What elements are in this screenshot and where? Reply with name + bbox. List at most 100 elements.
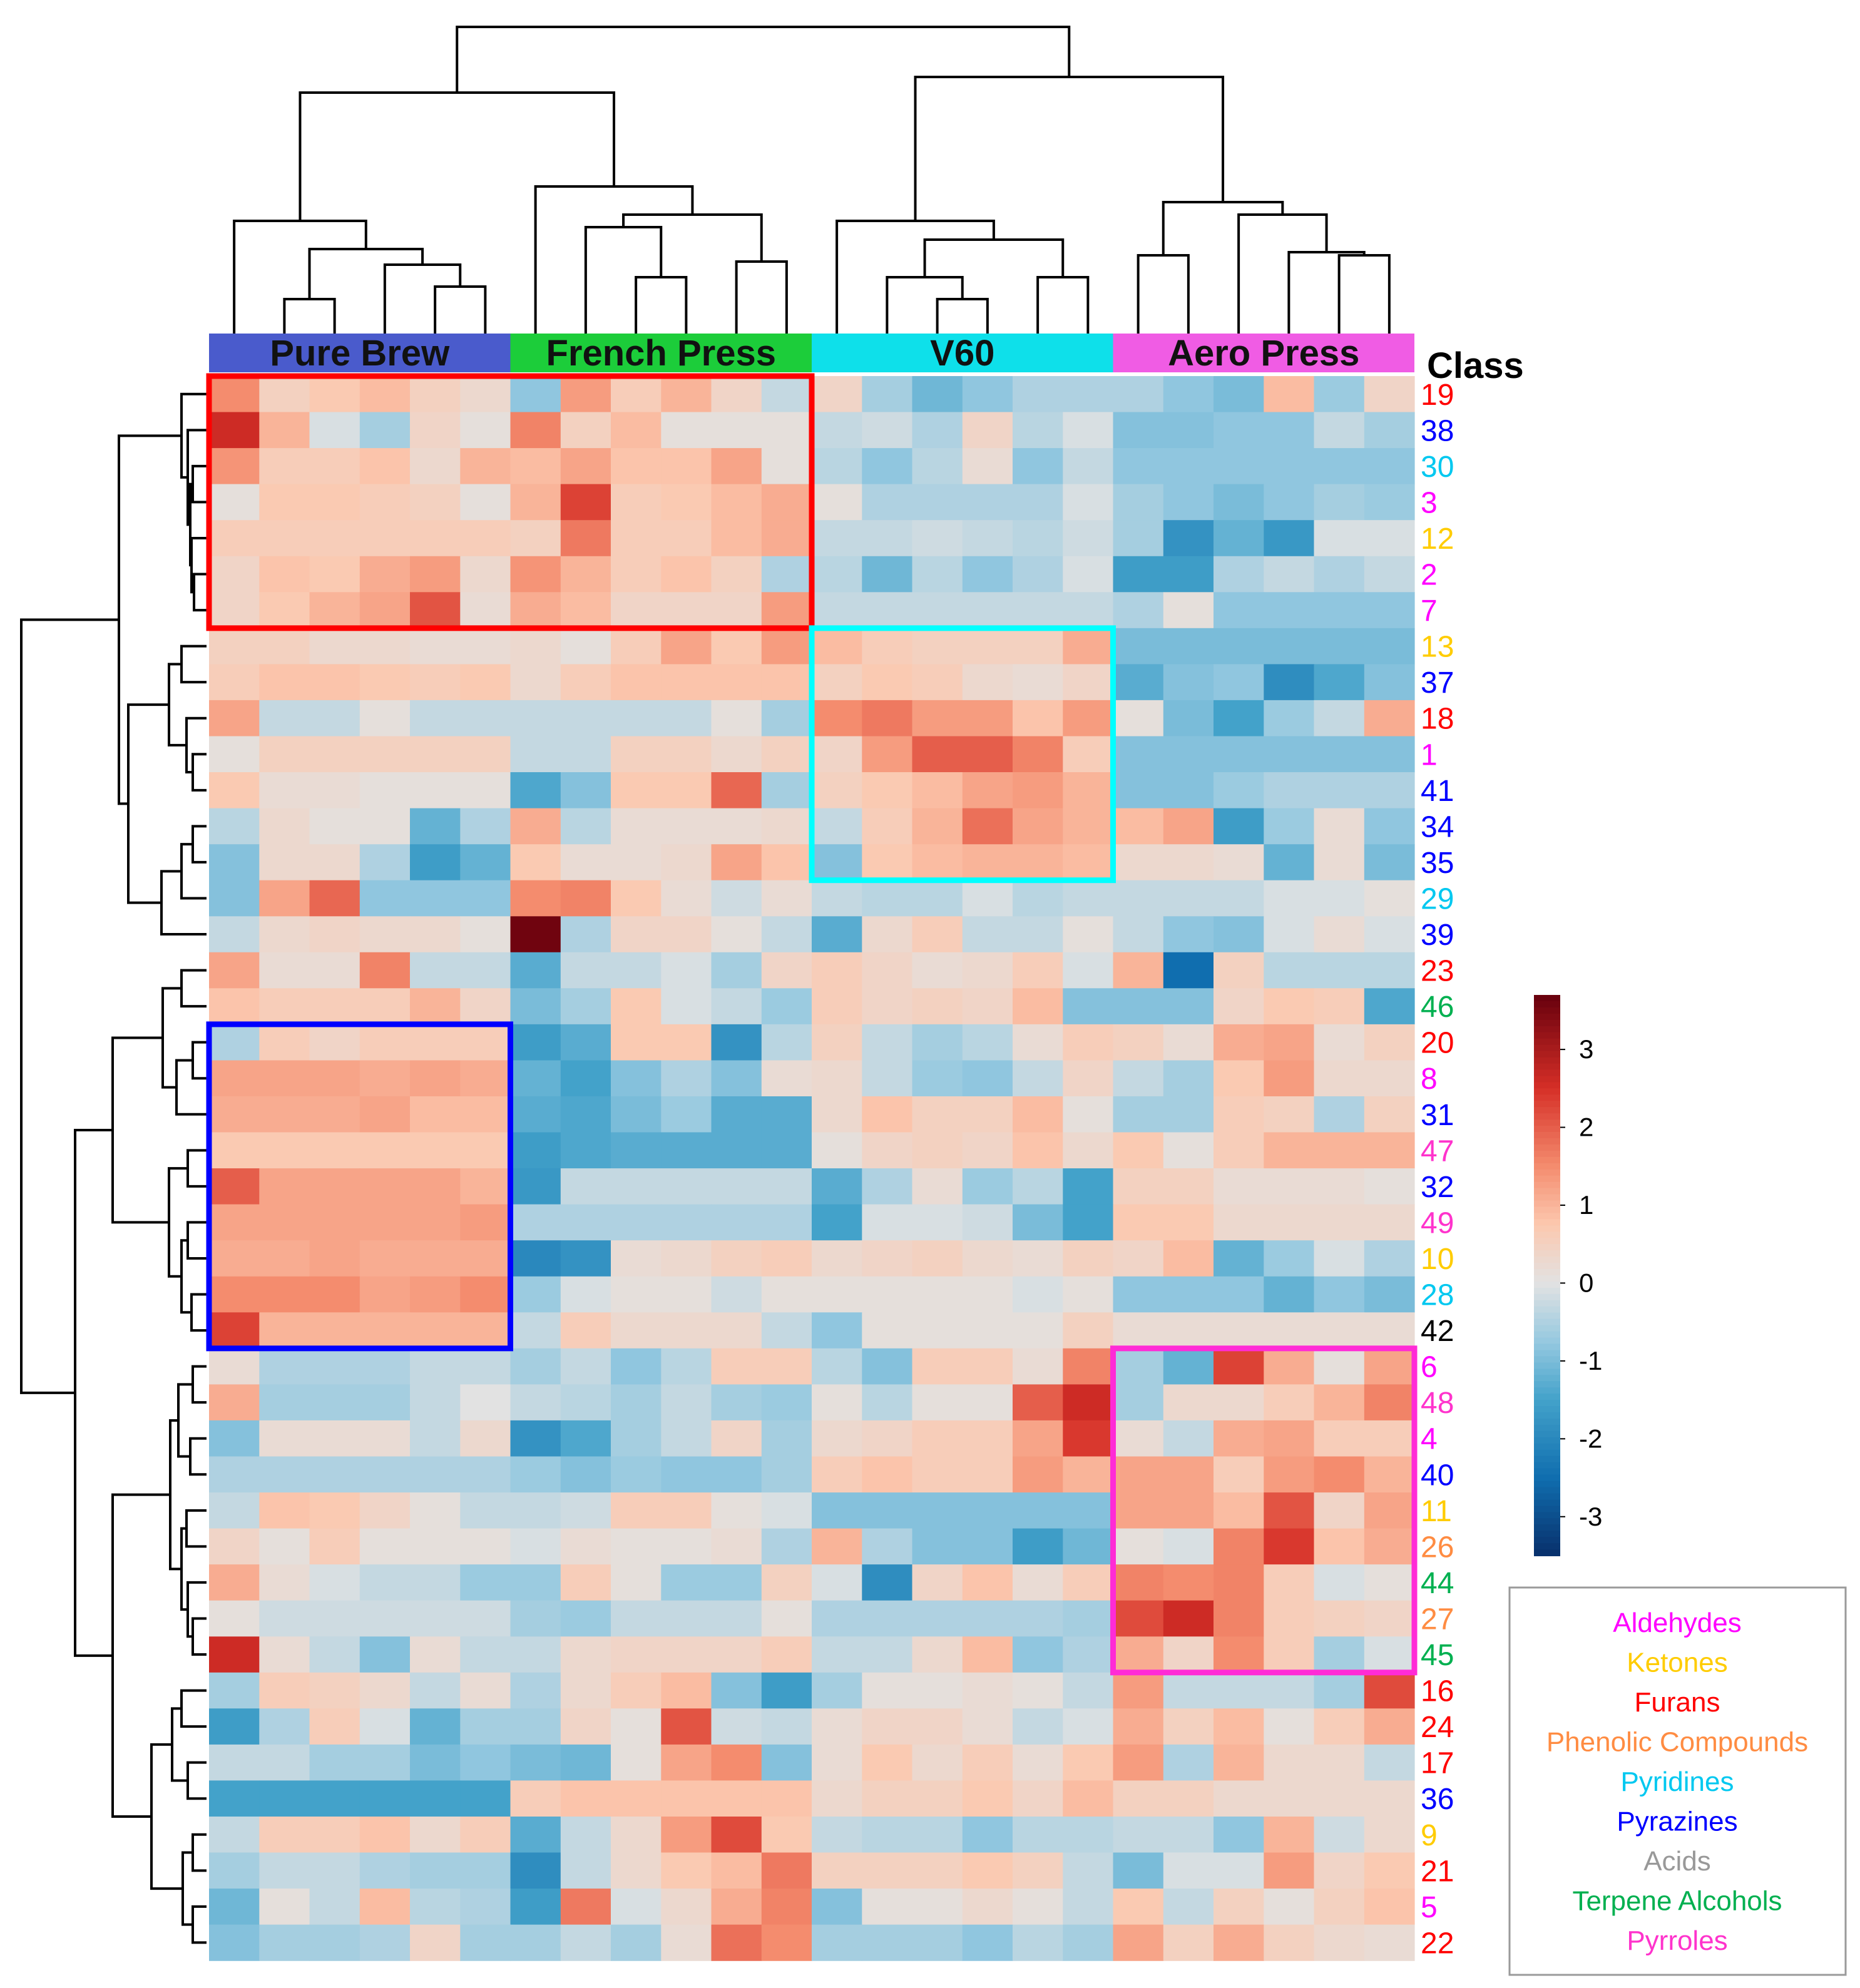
heatmap-cell — [661, 1636, 712, 1673]
heatmap-cell — [410, 1312, 461, 1349]
heatmap-cell — [209, 1456, 260, 1493]
scale-segment — [1534, 1082, 1560, 1089]
heatmap-cell — [661, 1708, 712, 1745]
heatmap-cell — [1264, 1492, 1315, 1529]
scale-segment — [1534, 1419, 1560, 1425]
heatmap-cell — [1063, 1528, 1114, 1565]
heatmap-cell — [359, 1240, 411, 1277]
heatmap-cell — [460, 880, 511, 917]
heatmap-cell — [1314, 1817, 1365, 1853]
heatmap-cell — [862, 700, 913, 737]
dendrogram-link — [180, 969, 207, 1008]
heatmap-cell — [862, 736, 913, 773]
heatmap-cell — [510, 952, 561, 989]
heatmap-cell — [1264, 1168, 1315, 1205]
heatmap-cell — [1163, 448, 1214, 485]
scale-segment — [1534, 1331, 1560, 1338]
heatmap-cell — [209, 1384, 260, 1421]
row-label: 19 — [1421, 379, 1454, 412]
heatmap-cell — [812, 952, 862, 989]
heatmap-cell — [1364, 772, 1415, 809]
heatmap-cell — [410, 916, 461, 953]
heatmap-cell — [510, 1492, 561, 1529]
heatmap-cell — [1113, 1132, 1164, 1169]
scale-segment — [1534, 995, 1560, 1002]
heatmap-cell — [1063, 1096, 1114, 1133]
heatmap-cell — [1264, 1348, 1315, 1385]
scale-segment — [1534, 1449, 1560, 1457]
heatmap-cell — [862, 664, 913, 701]
heatmap-cell — [460, 1564, 511, 1601]
heatmap-cell — [812, 1024, 862, 1061]
heatmap-cell — [812, 1132, 862, 1169]
heatmap-cell — [1264, 1636, 1315, 1673]
scale-segment — [1534, 1343, 1560, 1351]
heatmap-cell — [962, 1060, 1013, 1097]
heatmap-cell — [611, 1744, 662, 1781]
heatmap-cell — [1214, 376, 1264, 413]
heatmap-cell — [460, 1889, 511, 1925]
heatmap-cell — [1163, 736, 1214, 773]
row-label: 29 — [1421, 882, 1454, 915]
dendrogram-link — [192, 1905, 207, 1944]
heatmap-cell — [309, 1852, 360, 1889]
heatmap-cell — [862, 1708, 913, 1745]
heatmap-cell — [711, 1024, 762, 1061]
row-label: 7 — [1421, 594, 1438, 628]
heatmap-cell — [711, 916, 762, 953]
heatmap-cell — [259, 1384, 310, 1421]
heatmap-cell — [962, 1564, 1013, 1601]
heatmap-cell — [912, 1672, 963, 1709]
heatmap-cell — [812, 1852, 862, 1889]
heatmap-cell — [1314, 484, 1365, 521]
heatmap-cell — [812, 1708, 862, 1745]
heatmap-cell — [862, 412, 913, 449]
heatmap-cell — [1113, 664, 1164, 701]
heatmap-cell — [611, 1276, 662, 1313]
heatmap-cell — [1063, 1060, 1114, 1097]
heatmap-cell — [761, 1600, 812, 1637]
heatmap-cell — [359, 1168, 411, 1205]
heatmap-cell — [611, 808, 662, 845]
heatmap-cell — [962, 1852, 1013, 1889]
heatmap-cell — [611, 736, 662, 773]
heatmap-cell — [1013, 952, 1063, 989]
scale-segment — [1534, 1312, 1560, 1320]
heatmap-cell — [1214, 1924, 1264, 1961]
row-label: 13 — [1421, 631, 1454, 664]
heatmap-cell — [1113, 412, 1164, 449]
heatmap-cell — [1113, 1708, 1164, 1745]
heatmap-cell — [1264, 1817, 1315, 1853]
heatmap-cell — [661, 1492, 712, 1529]
scale-segment — [1534, 1375, 1560, 1382]
heatmap-cell — [259, 736, 310, 773]
heatmap-cell — [912, 772, 963, 809]
heatmap-cell — [1113, 1204, 1164, 1241]
heatmap-cell — [309, 1276, 360, 1313]
heatmap-cell — [460, 916, 511, 953]
heatmap-cell — [862, 880, 913, 917]
heatmap-cell — [661, 1924, 712, 1961]
heatmap-cell — [1214, 844, 1264, 881]
heatmap-cell — [359, 1456, 411, 1493]
heatmap-cell — [259, 1672, 310, 1709]
heatmap-cell — [209, 412, 260, 449]
heatmap-cell — [1163, 952, 1214, 989]
heatmap-cell — [460, 736, 511, 773]
heatmap-cell — [1163, 484, 1214, 521]
heatmap-cell — [962, 1672, 1013, 1709]
heatmap-cell — [812, 1672, 862, 1709]
scale-tick-label: -1 — [1579, 1346, 1602, 1375]
heatmap-cell — [410, 1564, 461, 1601]
heatmap-cell — [912, 1312, 963, 1349]
heatmap-cell — [510, 1744, 561, 1781]
heatmap-cell — [761, 880, 812, 917]
heatmap-cell — [309, 1564, 360, 1601]
heatmap-cell — [711, 952, 762, 989]
heatmap-cell — [259, 1348, 310, 1385]
heatmap-cell — [1264, 484, 1315, 521]
heatmap-cell — [611, 1240, 662, 1277]
heatmap-cell — [611, 1420, 662, 1457]
heatmap-cell — [560, 628, 611, 665]
heatmap-cell — [1063, 1024, 1114, 1061]
